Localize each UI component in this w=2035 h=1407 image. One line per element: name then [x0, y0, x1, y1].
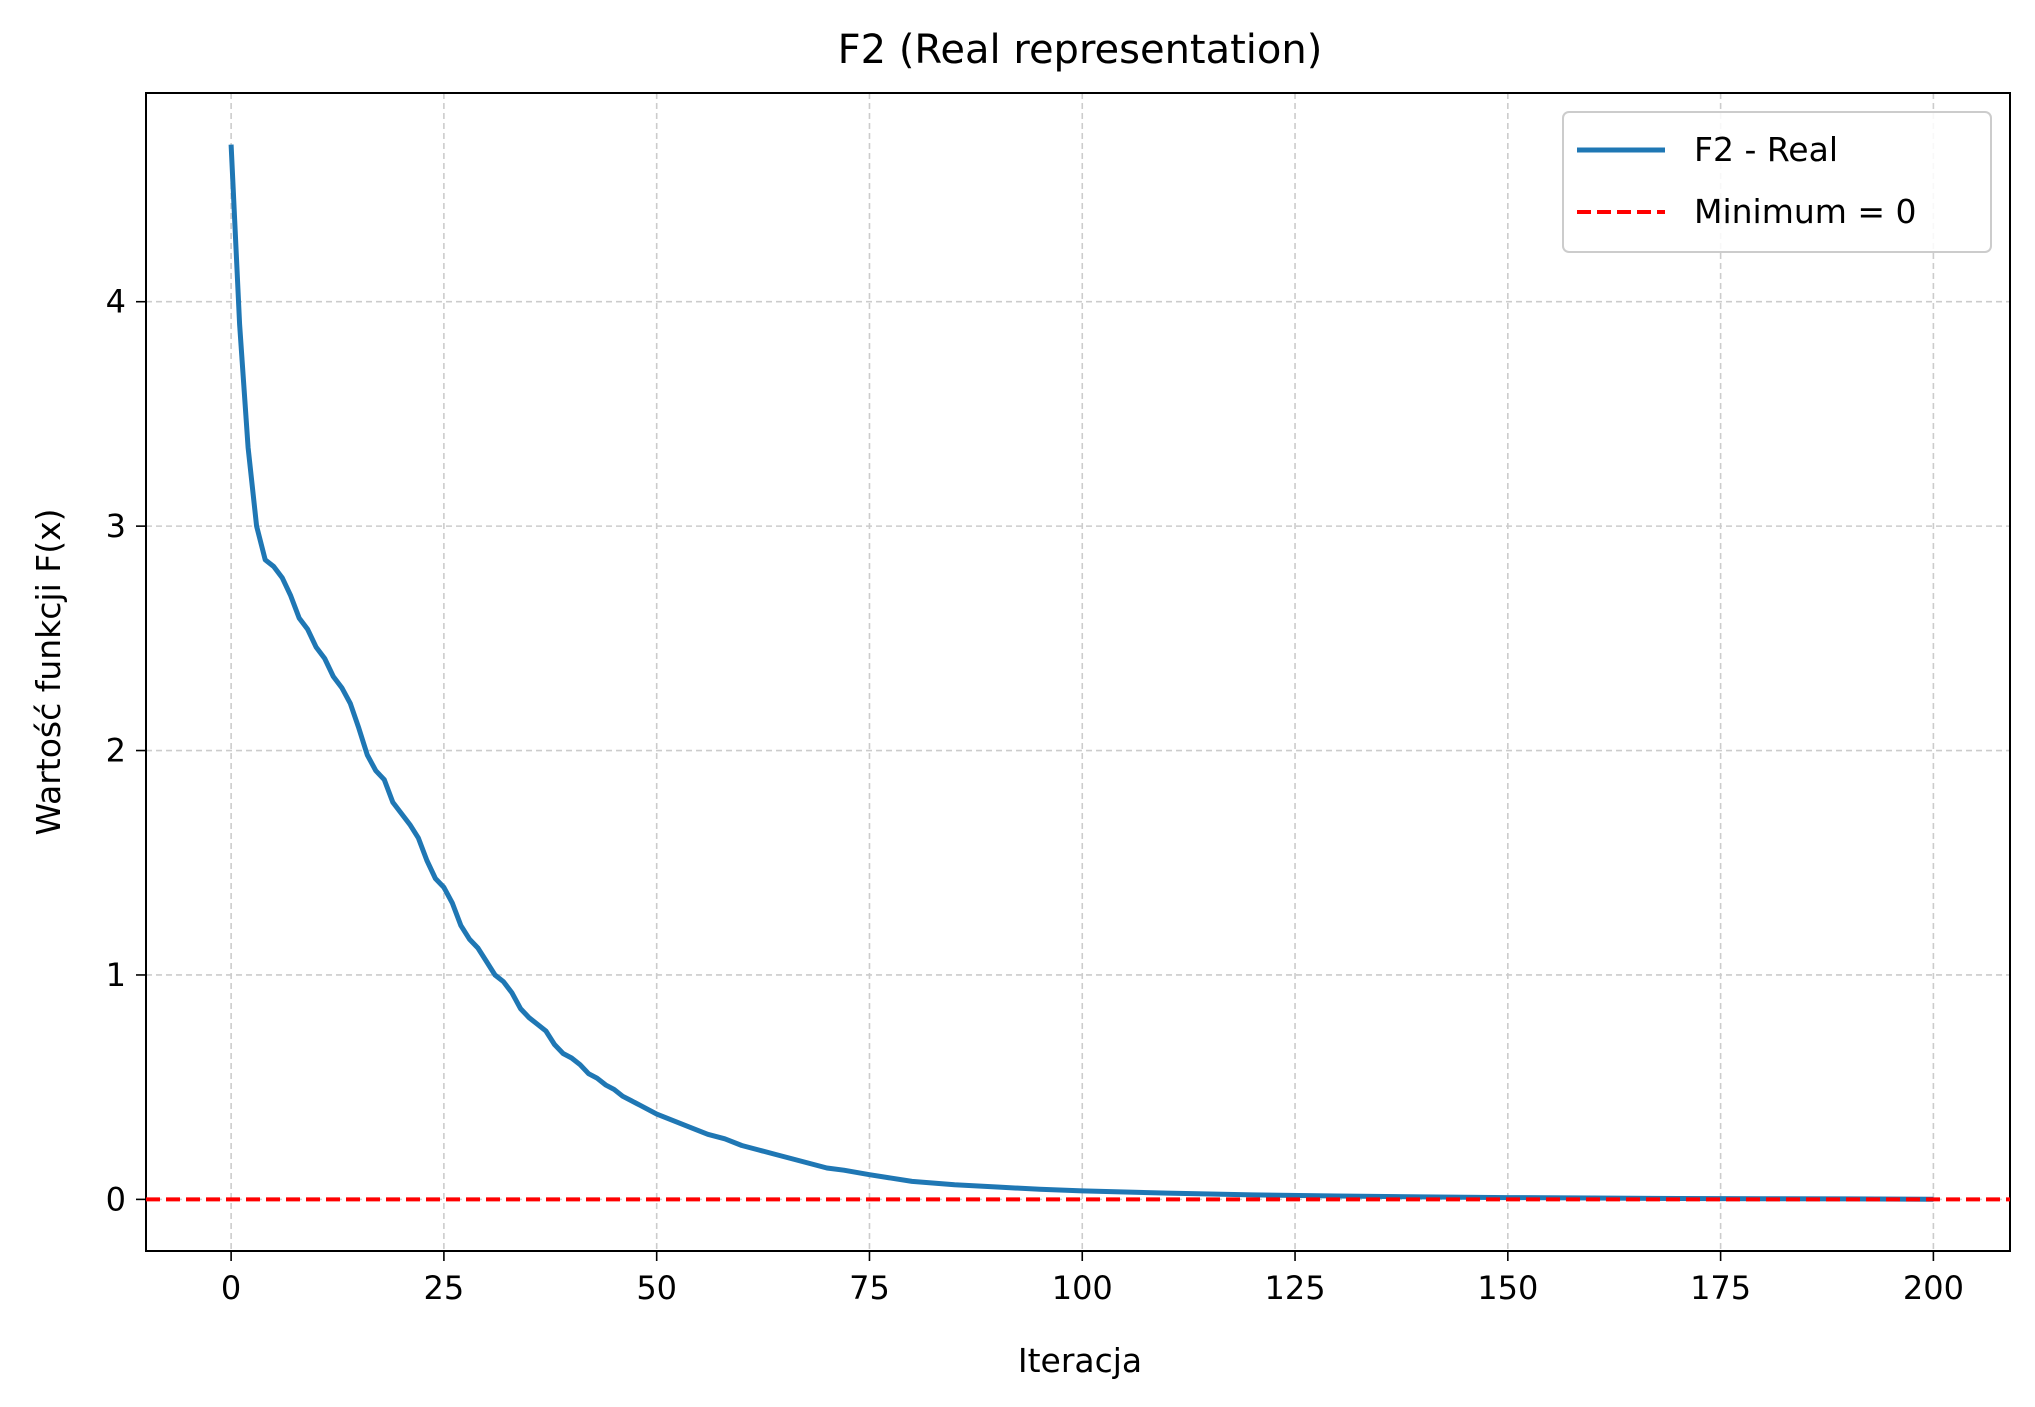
- legend-label-f2-real: F2 - Real: [1694, 130, 1838, 169]
- axis-ticks: 0 25 50 75 100 125 150 175 200 0 1 2 3 4: [106, 283, 1964, 1307]
- chart-title: F2 (Real representation): [838, 27, 1323, 73]
- x-axis-label: Iteracja: [1018, 1341, 1142, 1380]
- y-tick-label: 2: [106, 732, 126, 770]
- x-tick-label: 200: [1903, 1269, 1964, 1307]
- legend-label-minimum: Minimum = 0: [1694, 192, 1917, 231]
- y-axis-label: Wartość funkcji F(x): [29, 508, 68, 835]
- legend: F2 - Real Minimum = 0: [1562, 111, 1992, 253]
- y-tick-label: 1: [106, 956, 126, 994]
- x-tick-label: 25: [424, 1269, 465, 1307]
- y-tick-label: 4: [106, 283, 126, 321]
- x-tick-label: 175: [1690, 1269, 1751, 1307]
- x-tick-label: 125: [1265, 1269, 1326, 1307]
- grid: [146, 93, 2010, 1251]
- series-layer: [146, 144, 2010, 1202]
- plot-area: [145, 92, 2011, 1252]
- series-line-f2-real: [228, 144, 1934, 1202]
- x-tick-label: 50: [636, 1269, 677, 1307]
- x-tick-label: 75: [849, 1269, 890, 1307]
- y-tick-label: 0: [106, 1180, 126, 1218]
- y-tick-label: 3: [106, 507, 126, 545]
- x-tick-label: 100: [1052, 1269, 1113, 1307]
- x-tick-label: 0: [221, 1269, 241, 1307]
- legend-box: [1562, 111, 1992, 253]
- x-tick-label: 150: [1477, 1269, 1538, 1307]
